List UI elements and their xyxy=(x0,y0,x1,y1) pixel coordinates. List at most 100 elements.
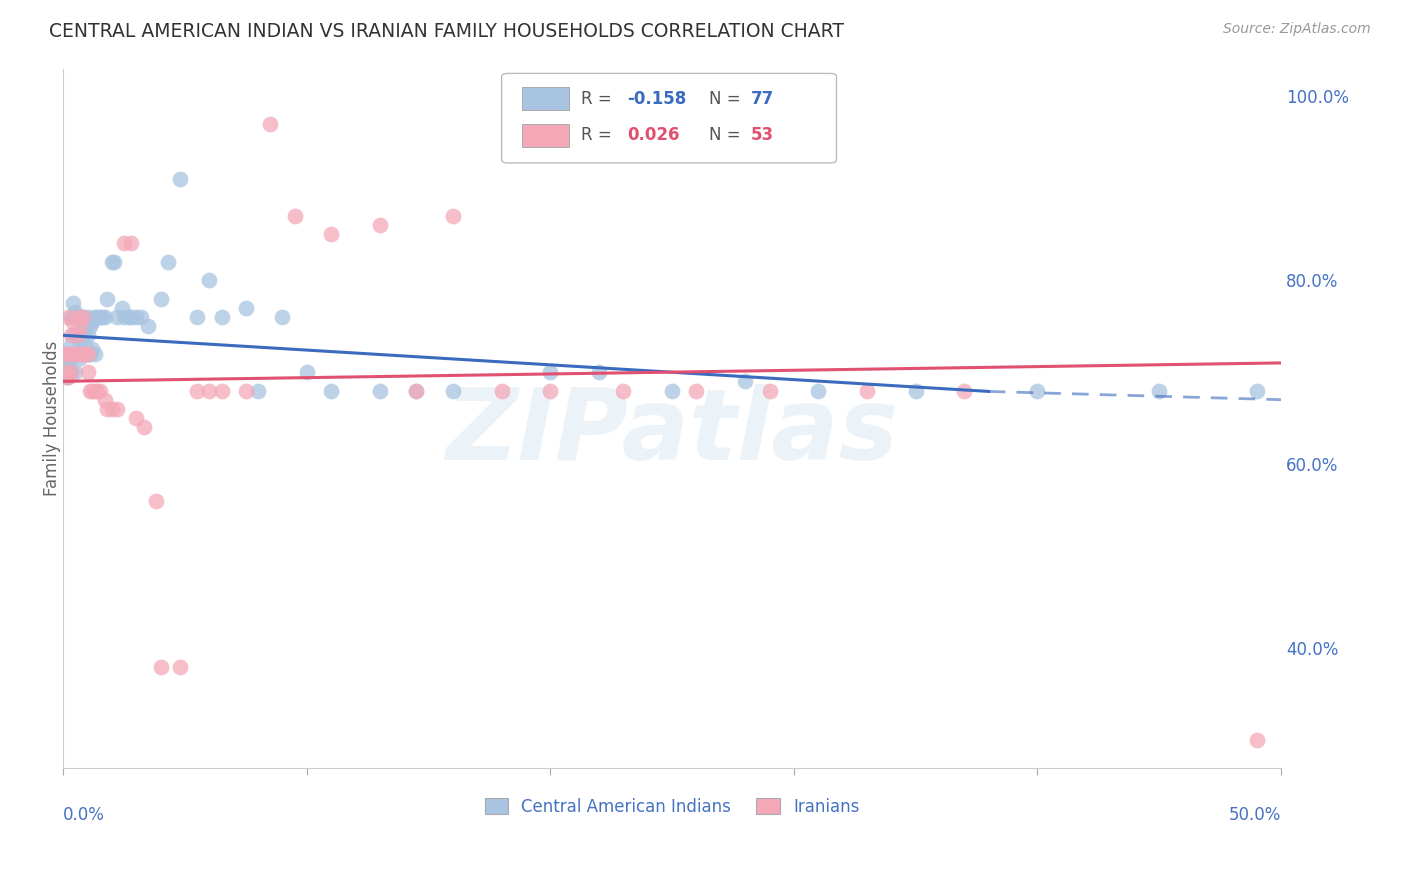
Point xyxy=(72,310,94,324)
Point xyxy=(55,347,77,361)
Point xyxy=(441,384,464,398)
Point xyxy=(149,292,172,306)
Text: -0.158: -0.158 xyxy=(627,89,686,108)
Point xyxy=(59,328,82,343)
Point xyxy=(441,209,464,223)
Point xyxy=(112,310,135,324)
Text: 0.026: 0.026 xyxy=(627,126,679,144)
Point xyxy=(55,365,77,379)
Point xyxy=(368,384,391,398)
Point xyxy=(56,347,79,361)
Point xyxy=(271,310,294,324)
Point xyxy=(86,384,108,398)
Point xyxy=(120,310,142,324)
Text: 77: 77 xyxy=(751,89,775,108)
Point xyxy=(1147,384,1170,398)
Point xyxy=(66,328,89,343)
Text: 50.0%: 50.0% xyxy=(1229,806,1281,824)
Point xyxy=(1246,384,1268,398)
Text: CENTRAL AMERICAN INDIAN VS IRANIAN FAMILY HOUSEHOLDS CORRELATION CHART: CENTRAL AMERICAN INDIAN VS IRANIAN FAMIL… xyxy=(49,22,844,41)
Point xyxy=(55,369,77,384)
Point xyxy=(56,365,79,379)
Point xyxy=(186,384,208,398)
Text: N =: N = xyxy=(709,89,745,108)
Text: ZIPatlas: ZIPatlas xyxy=(446,384,898,481)
Point xyxy=(149,659,172,673)
Point xyxy=(538,365,561,379)
Point xyxy=(685,384,707,398)
Point xyxy=(56,347,79,361)
Point xyxy=(83,347,105,361)
Point xyxy=(65,347,87,361)
Point xyxy=(79,347,101,361)
Point xyxy=(66,310,89,324)
Point xyxy=(76,310,98,324)
Point xyxy=(198,273,221,287)
Point xyxy=(120,236,142,251)
Point xyxy=(82,342,104,356)
Point xyxy=(55,347,77,361)
Point xyxy=(405,384,427,398)
Point xyxy=(69,347,91,361)
Point xyxy=(321,227,343,241)
Point xyxy=(156,254,179,268)
Point xyxy=(235,301,257,315)
Point xyxy=(89,384,111,398)
Point xyxy=(59,310,82,324)
Point xyxy=(69,351,91,366)
Point xyxy=(69,324,91,338)
Point xyxy=(169,659,191,673)
Point xyxy=(72,347,94,361)
Point xyxy=(125,310,148,324)
Point xyxy=(62,347,84,361)
Point xyxy=(65,347,87,361)
Point xyxy=(75,347,97,361)
Point xyxy=(55,356,77,370)
Point xyxy=(91,310,114,324)
Legend: Central American Indians, Iranians: Central American Indians, Iranians xyxy=(478,791,866,822)
Point xyxy=(105,310,128,324)
Point xyxy=(82,384,104,398)
Point xyxy=(66,347,89,361)
Point xyxy=(953,384,976,398)
Point xyxy=(82,314,104,328)
Text: Source: ZipAtlas.com: Source: ZipAtlas.com xyxy=(1223,22,1371,37)
Y-axis label: Family Households: Family Households xyxy=(44,341,60,496)
Point xyxy=(83,384,105,398)
Text: R =: R = xyxy=(581,126,617,144)
Point xyxy=(491,384,513,398)
Point xyxy=(734,374,756,388)
Point xyxy=(295,365,318,379)
Point xyxy=(83,310,105,324)
Point xyxy=(235,384,257,398)
Point xyxy=(79,384,101,398)
Point xyxy=(588,365,610,379)
Point xyxy=(211,310,233,324)
Point xyxy=(101,401,124,416)
Point xyxy=(76,347,98,361)
Point xyxy=(79,319,101,334)
Point xyxy=(211,384,233,398)
Point xyxy=(111,301,134,315)
Point xyxy=(72,328,94,343)
Point xyxy=(75,337,97,351)
Point xyxy=(56,310,79,324)
Point xyxy=(198,384,221,398)
Point xyxy=(259,117,281,131)
Point xyxy=(138,319,160,334)
Point xyxy=(86,310,108,324)
Point xyxy=(856,384,879,398)
Point xyxy=(65,365,87,379)
Bar xyxy=(522,124,568,147)
Text: R =: R = xyxy=(581,89,617,108)
Point xyxy=(65,305,87,319)
Point xyxy=(807,384,830,398)
Point xyxy=(62,310,84,324)
Point xyxy=(1246,733,1268,747)
Text: 53: 53 xyxy=(751,126,775,144)
Point xyxy=(321,384,343,398)
Point xyxy=(75,314,97,328)
FancyBboxPatch shape xyxy=(502,73,837,163)
Point xyxy=(904,384,927,398)
Point xyxy=(62,296,84,310)
